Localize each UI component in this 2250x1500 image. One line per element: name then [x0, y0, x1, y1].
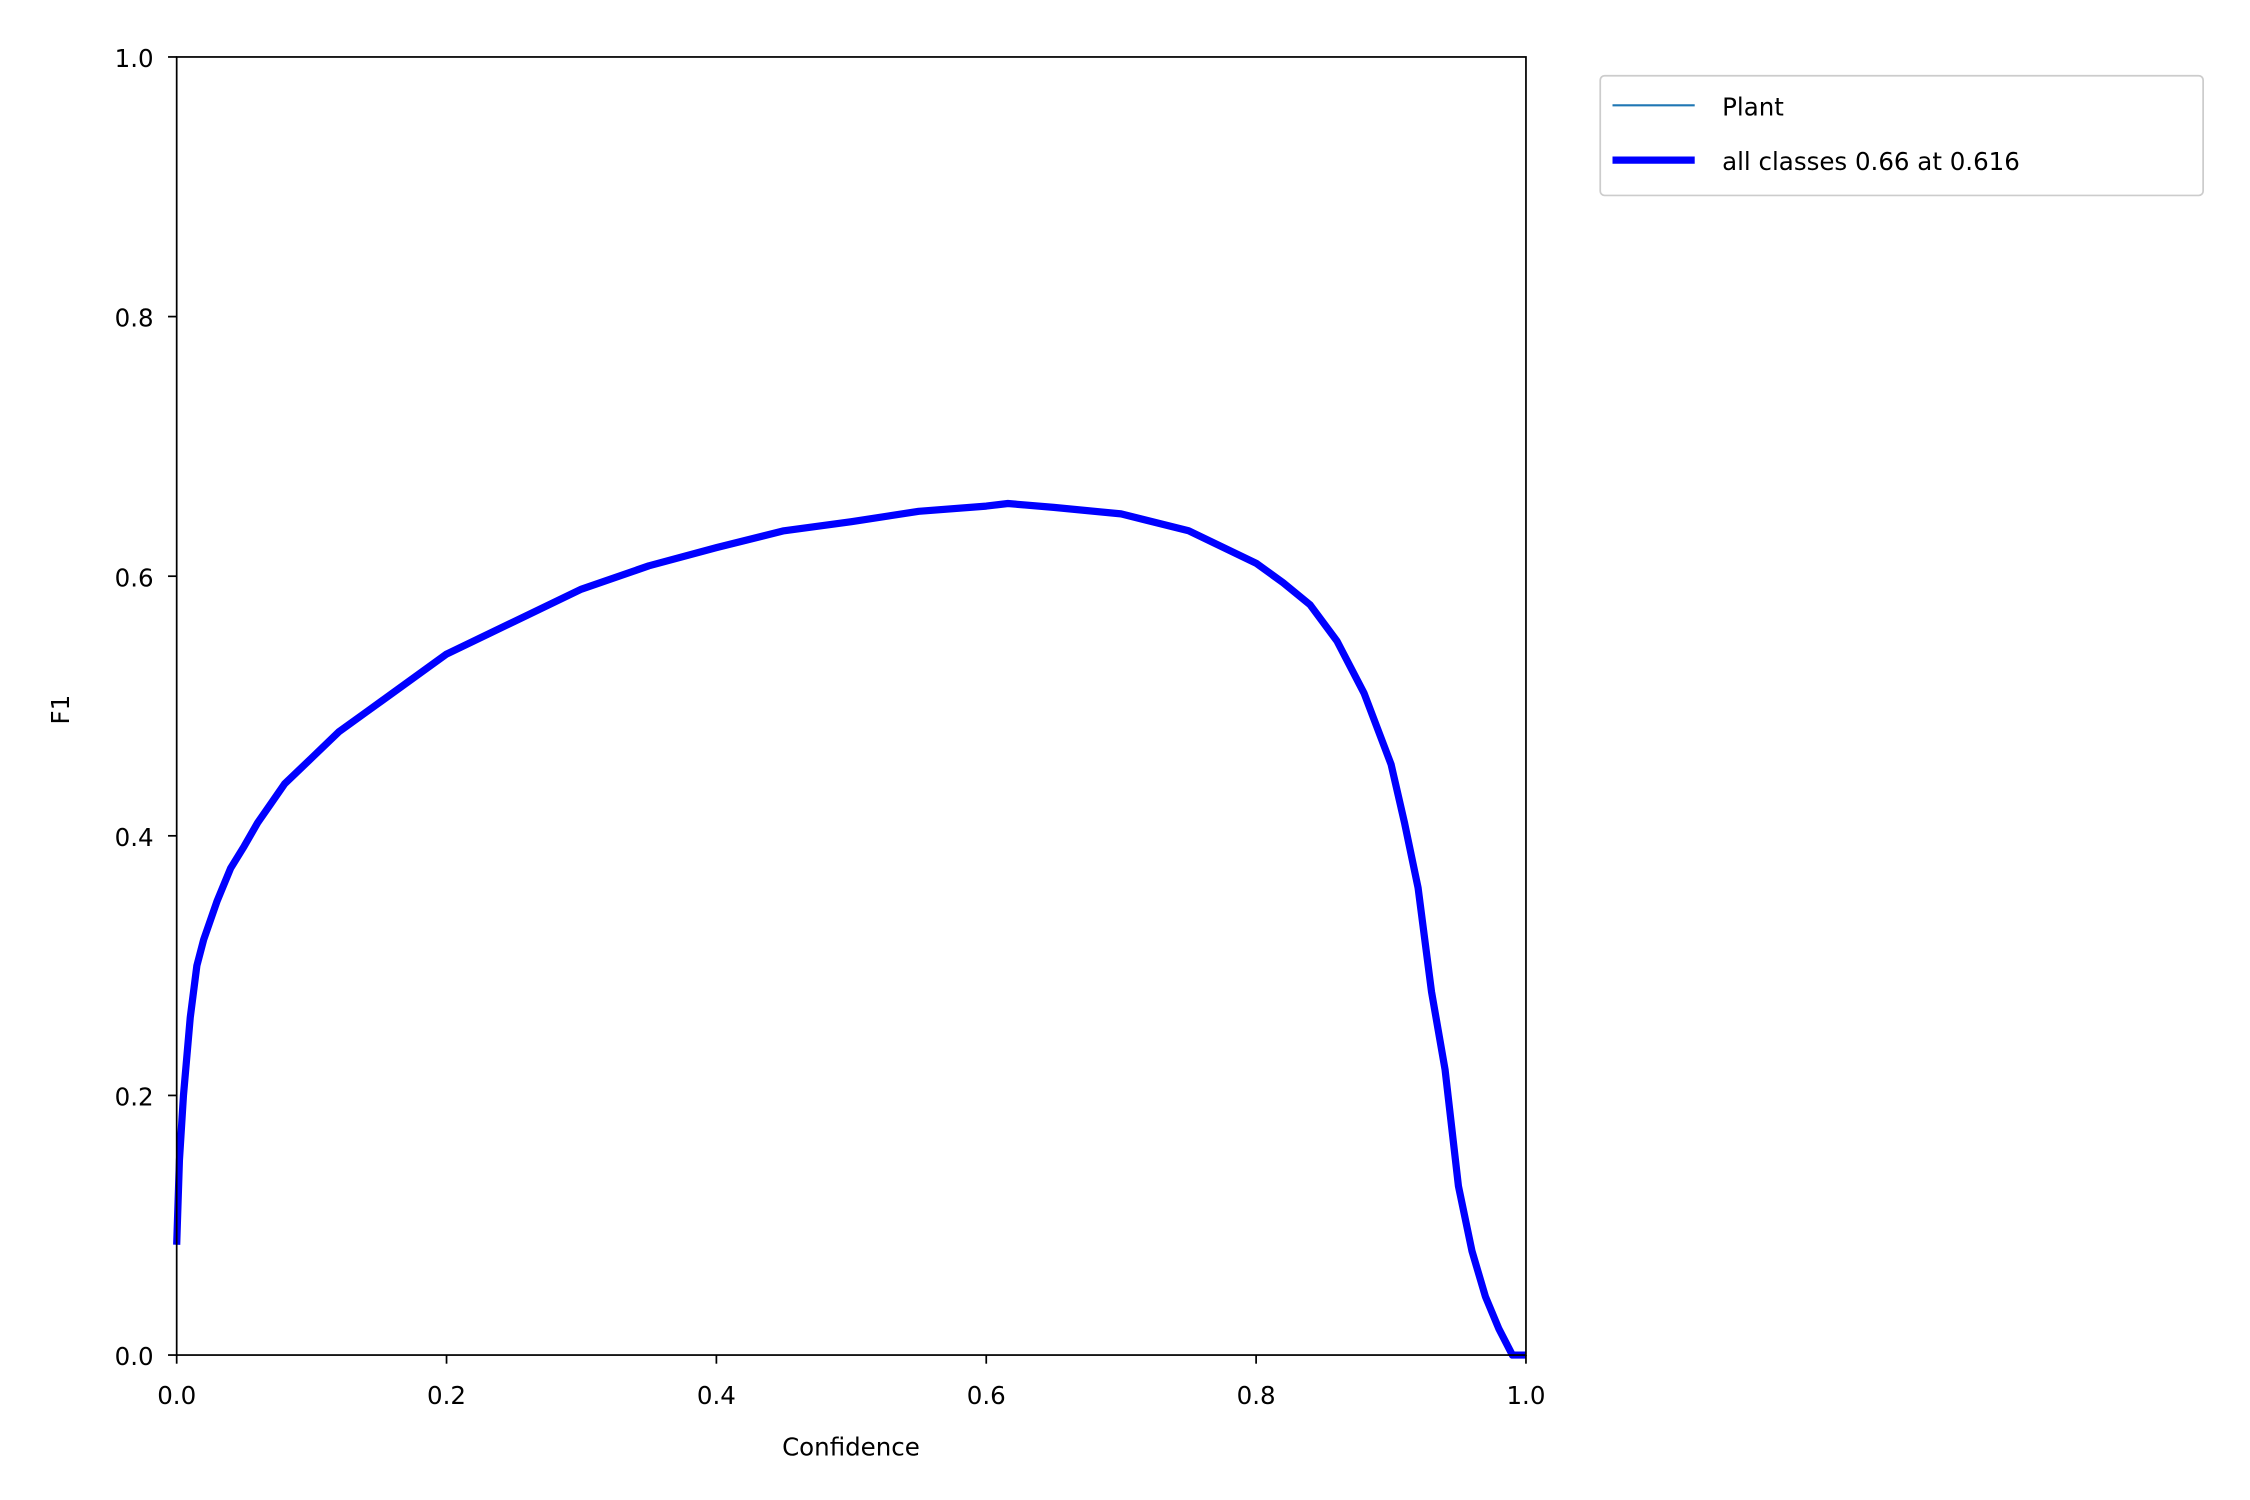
series-line-all-classes — [173, 499, 1526, 1359]
y-tick-label: 0.8 — [115, 304, 154, 333]
x-tick-label: 0.6 — [967, 1381, 1006, 1410]
y-tick-label: 0.2 — [115, 1083, 154, 1112]
plot-frame — [175, 56, 1527, 1356]
legend: Plant all classes 0.66 at 0.616 — [1599, 74, 2204, 197]
legend-box — [1599, 74, 2204, 197]
y-tick-label: 0.6 — [115, 563, 154, 592]
x-tick-label: 0.2 — [427, 1381, 466, 1410]
x-axis-label: Confidence — [782, 1432, 920, 1461]
x-tick-label: 0.0 — [157, 1381, 196, 1410]
x-tick-label: 0.8 — [1237, 1381, 1276, 1410]
legend-label-all-classes: all classes 0.66 at 0.616 — [1722, 147, 2020, 176]
y-tick-label: 0.0 — [115, 1342, 154, 1371]
series-layer — [173, 499, 1526, 1359]
y-axis-label: F1 — [46, 695, 75, 725]
legend-label-plant: Plant — [1722, 92, 1784, 121]
y-tick-label: 0.4 — [115, 823, 154, 852]
x-tick-label: 1.0 — [1506, 1381, 1545, 1410]
ticks: 0.0 0.2 0.4 0.6 0.8 1.0 0.0 0.2 0.4 0.6 0.8 1.0 — [115, 44, 1546, 1410]
x-tick-label: 0.4 — [697, 1381, 736, 1410]
y-tick-label: 1.0 — [115, 44, 154, 73]
